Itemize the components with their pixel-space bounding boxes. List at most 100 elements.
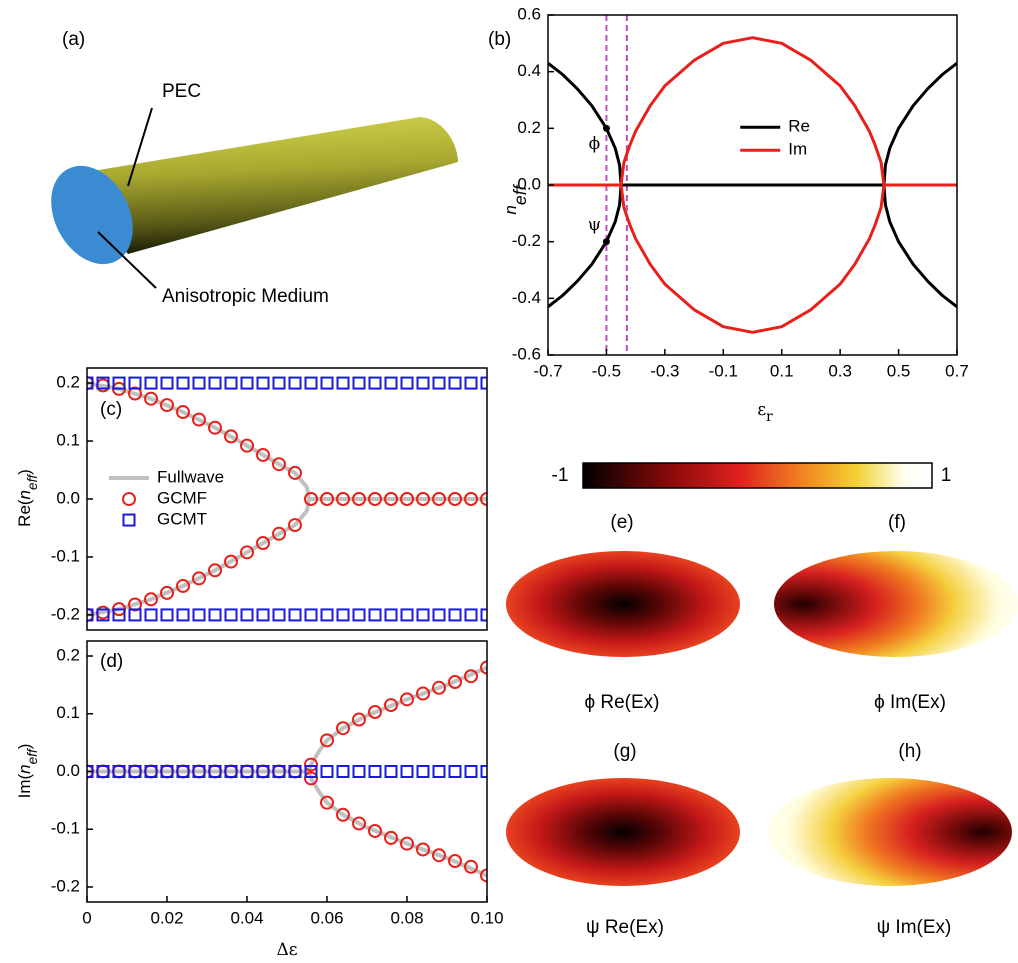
data-point	[480, 376, 487, 390]
data-point	[320, 376, 334, 390]
y-axis-label: neff	[501, 183, 529, 214]
y-tick-label: -0.1	[51, 546, 80, 565]
data-point	[320, 765, 334, 778]
x-axis-label: Δε	[276, 940, 297, 960]
x-tick-label: 0.3	[828, 361, 852, 380]
y-tick-label: 0.4	[517, 61, 541, 80]
data-point	[448, 674, 462, 689]
data-point	[192, 571, 206, 586]
data-point	[240, 765, 254, 778]
data-point	[192, 765, 206, 778]
cylinder-body	[62, 117, 458, 254]
data-point	[432, 848, 446, 863]
data-point	[176, 608, 190, 622]
panel-label: (e)	[610, 512, 633, 533]
label-part: n	[15, 490, 34, 499]
plot-area	[548, 15, 957, 355]
data-point	[128, 376, 142, 390]
legend-label: Im	[788, 140, 807, 159]
data-point	[288, 465, 302, 480]
field-caption: ψ Im(Ex)	[877, 917, 952, 938]
data-point	[240, 608, 254, 622]
data-point	[448, 608, 462, 622]
panel-label: (g)	[613, 741, 636, 762]
data-point	[400, 376, 414, 390]
data-point	[304, 492, 318, 506]
data-point	[96, 608, 110, 622]
plot-frame	[86, 367, 488, 631]
data-point	[240, 545, 254, 560]
data-point	[112, 765, 126, 778]
data-point	[144, 765, 158, 778]
data-point	[480, 765, 487, 778]
marked-point	[602, 124, 610, 132]
data-point	[176, 376, 190, 390]
legend-label: GCMT	[157, 510, 207, 529]
label-part: r	[766, 409, 773, 425]
data-point	[480, 660, 487, 675]
data-point	[144, 391, 158, 406]
data-point	[224, 608, 238, 622]
panel-label: (b)	[488, 29, 511, 50]
data-point	[416, 765, 430, 778]
colorbar-tick-label: -1	[552, 465, 569, 486]
label-part: eff	[25, 748, 40, 764]
field-caption: ϕ Re(Ex)	[584, 692, 659, 713]
data-point	[176, 405, 190, 420]
data-point	[400, 836, 414, 851]
data-point	[448, 765, 462, 778]
data-point	[432, 680, 446, 695]
data-point	[160, 765, 174, 778]
data-point	[128, 597, 142, 612]
point-label: ψ	[588, 215, 601, 235]
x-tick-label: 0.04	[230, 908, 263, 927]
data-point	[416, 492, 430, 506]
x-tick-label: 0.02	[150, 908, 183, 927]
data-point	[336, 807, 350, 822]
data-point	[176, 765, 190, 778]
label-part: n	[15, 764, 34, 773]
y-tick-label: 0.0	[56, 761, 80, 780]
data-point	[448, 376, 462, 390]
data-point	[208, 765, 222, 778]
data-point	[384, 492, 398, 506]
data-point	[160, 585, 174, 600]
plot-area	[87, 376, 487, 622]
data-point	[480, 868, 487, 883]
medium-label: Anisotropic Medium	[162, 286, 329, 307]
y-tick-label: -0.6	[512, 344, 541, 363]
data-point	[304, 765, 318, 778]
data-point	[208, 563, 222, 578]
y-tick-label: -0.2	[51, 876, 80, 895]
data-point	[320, 492, 334, 506]
data-point	[304, 608, 318, 622]
data-point	[208, 376, 222, 390]
legend-swatch	[122, 513, 136, 527]
label-part: )	[15, 469, 34, 475]
data-point	[144, 608, 158, 622]
data-point	[352, 608, 366, 622]
data-point	[352, 492, 366, 506]
data-point	[272, 376, 286, 390]
series-line	[548, 36, 957, 334]
data-point	[384, 376, 398, 390]
data-point	[224, 376, 238, 390]
data-point	[288, 608, 302, 622]
data-point	[400, 608, 414, 622]
data-point	[272, 765, 286, 778]
data-point	[224, 429, 238, 444]
y-tick-label: -0.1	[51, 819, 80, 838]
data-point	[272, 457, 286, 472]
data-point	[320, 608, 334, 622]
field-map	[506, 551, 740, 657]
point-label: ϕ	[589, 134, 601, 154]
plot-frame	[86, 640, 488, 903]
field-map	[768, 778, 1012, 886]
data-point	[336, 492, 350, 506]
data-point	[272, 608, 286, 622]
data-point	[432, 492, 446, 506]
y-tick-label: 0.0	[56, 488, 80, 507]
data-point	[464, 376, 478, 390]
panel-label: (f)	[888, 512, 906, 533]
data-point	[480, 492, 487, 506]
